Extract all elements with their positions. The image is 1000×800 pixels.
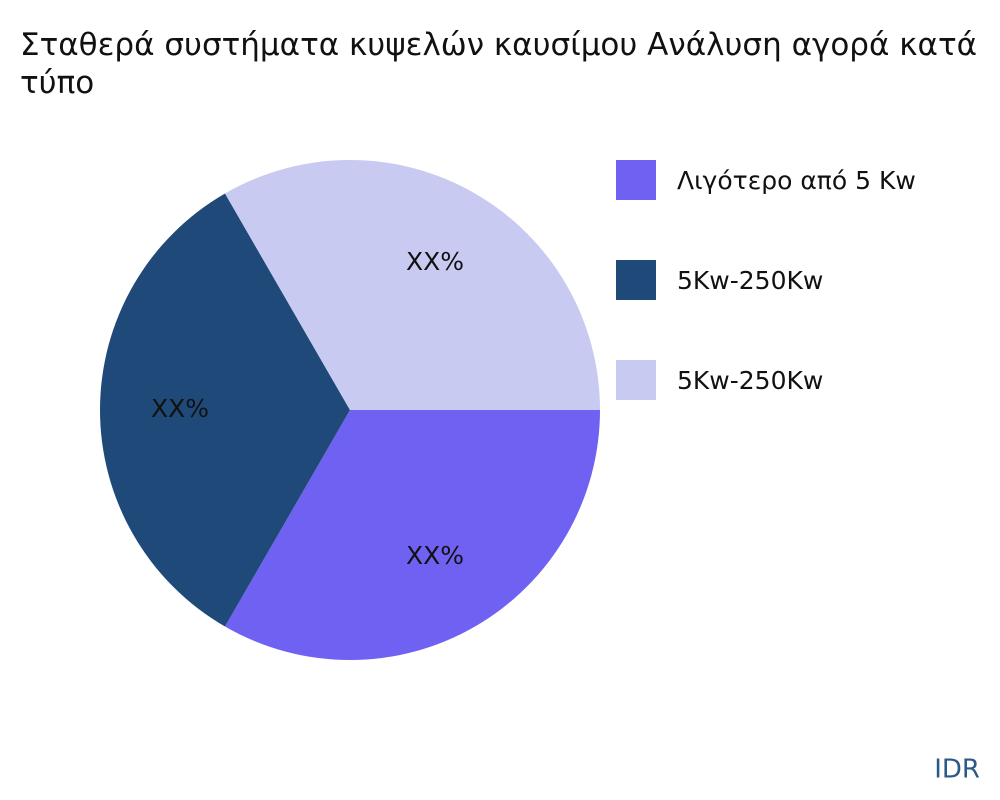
data-label: XX% <box>406 541 464 570</box>
legend-label: Λιγότερο από 5 Kw <box>677 166 916 195</box>
legend-label: 5Kw-250Kw <box>677 366 823 395</box>
data-label: XX% <box>406 247 464 276</box>
data-label: XX% <box>151 394 209 423</box>
pie-slice <box>225 160 600 410</box>
pie-slice <box>225 410 600 660</box>
chart-title: Σταθερά συστήματα κυψελών καυσίμου Ανάλυ… <box>20 27 978 101</box>
legend-swatch <box>616 260 656 300</box>
legend-label: 5Kw-250Kw <box>677 266 823 295</box>
legend-swatch <box>616 360 656 400</box>
legend-swatch <box>616 160 656 200</box>
watermark: IDR <box>934 755 980 785</box>
